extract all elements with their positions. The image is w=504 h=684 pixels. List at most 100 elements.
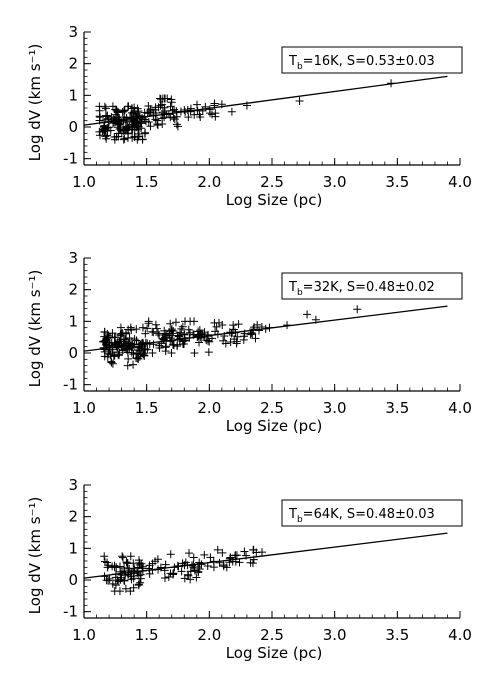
data-point <box>249 325 258 334</box>
data-point <box>168 106 177 115</box>
data-point <box>148 349 157 357</box>
data-point <box>173 122 182 131</box>
data-point <box>152 324 161 333</box>
x-tick-label: 2.5 <box>260 173 284 191</box>
data-point <box>185 333 194 342</box>
data-point <box>239 335 248 344</box>
data-point <box>155 331 164 340</box>
data-point <box>101 132 110 141</box>
data-point <box>165 327 174 336</box>
data-point <box>99 123 108 132</box>
data-point <box>219 336 228 345</box>
data-point <box>145 108 153 117</box>
data-point <box>189 553 198 562</box>
data-point <box>197 560 206 569</box>
data-points <box>100 545 266 596</box>
x-tick-label: 1.5 <box>135 173 159 191</box>
data-point <box>198 106 207 115</box>
data-point <box>108 345 117 354</box>
data-point <box>100 572 109 581</box>
data-point <box>108 359 117 368</box>
data-point <box>96 131 105 140</box>
data-point <box>161 343 170 352</box>
data-point <box>110 351 119 360</box>
data-point <box>204 348 213 357</box>
y-tick-label: 2 <box>68 508 78 526</box>
data-point <box>207 334 216 343</box>
data-point <box>210 99 219 108</box>
data-point <box>126 552 135 561</box>
data-point <box>169 113 178 122</box>
data-point <box>111 105 120 114</box>
x-tick-label: 1.0 <box>72 626 96 644</box>
data-point <box>249 545 258 554</box>
y-axis-label: Log dV (km s⁻¹) <box>26 270 44 388</box>
x-tick-label: 3.0 <box>323 173 347 191</box>
data-point <box>190 349 199 357</box>
y-tick-label: 3 <box>68 476 78 494</box>
data-point <box>129 108 138 117</box>
y-tick-label: -1 <box>63 150 78 168</box>
data-point <box>295 97 304 106</box>
data-point <box>212 322 221 331</box>
data-point <box>129 350 138 359</box>
data-point <box>240 329 249 338</box>
data-point <box>134 354 143 363</box>
data-point <box>192 100 201 109</box>
data-point <box>232 339 241 348</box>
data-point <box>121 584 130 593</box>
data-point <box>128 133 137 142</box>
y-tick-label: 0 <box>68 571 78 589</box>
data-point <box>192 573 201 582</box>
y-axis-label: Log dV (km s⁻¹) <box>26 497 44 615</box>
data-point <box>100 552 109 561</box>
data-point <box>111 110 120 119</box>
x-tick-label: 1.0 <box>72 173 96 191</box>
data-point <box>112 340 121 349</box>
data-point <box>265 323 274 332</box>
data-point <box>169 327 178 336</box>
data-point <box>193 333 202 342</box>
y-tick-label: 2 <box>68 281 78 299</box>
data-point <box>109 114 118 123</box>
data-point <box>118 329 127 338</box>
data-point <box>202 336 211 345</box>
data-point <box>170 563 179 572</box>
data-point <box>169 341 178 350</box>
data-point <box>119 576 128 585</box>
data-point <box>353 305 362 314</box>
data-point <box>200 328 209 337</box>
data-point <box>122 329 131 338</box>
legend-fit-value: =64K, S=0.48±0.03 <box>303 507 435 522</box>
x-tick-label: 1.0 <box>72 399 96 417</box>
legend-temp-symbol: T <box>288 507 297 522</box>
data-point <box>129 583 138 592</box>
data-point <box>205 105 214 114</box>
data-point <box>100 102 109 111</box>
data-point <box>120 107 129 116</box>
data-point <box>154 565 163 574</box>
data-point <box>213 545 222 554</box>
data-point <box>115 587 124 596</box>
data-point <box>144 319 153 328</box>
data-point <box>124 570 133 579</box>
data-point <box>246 330 255 339</box>
y-tick-label: -1 <box>63 603 78 621</box>
data-point <box>219 562 228 571</box>
data-point <box>195 558 204 567</box>
data-point <box>166 337 175 346</box>
data-point <box>114 350 123 359</box>
data-point <box>194 338 203 347</box>
data-point <box>225 558 234 567</box>
data-point <box>118 553 127 562</box>
x-axis-label: Log Size (pc) <box>226 417 323 435</box>
data-point <box>95 106 104 115</box>
data-point <box>153 121 162 130</box>
data-point <box>120 125 129 134</box>
data-point <box>194 567 203 576</box>
data-point <box>227 107 236 116</box>
data-point <box>234 320 243 329</box>
x-tick-label: 3.5 <box>385 399 409 417</box>
data-points <box>95 79 396 144</box>
